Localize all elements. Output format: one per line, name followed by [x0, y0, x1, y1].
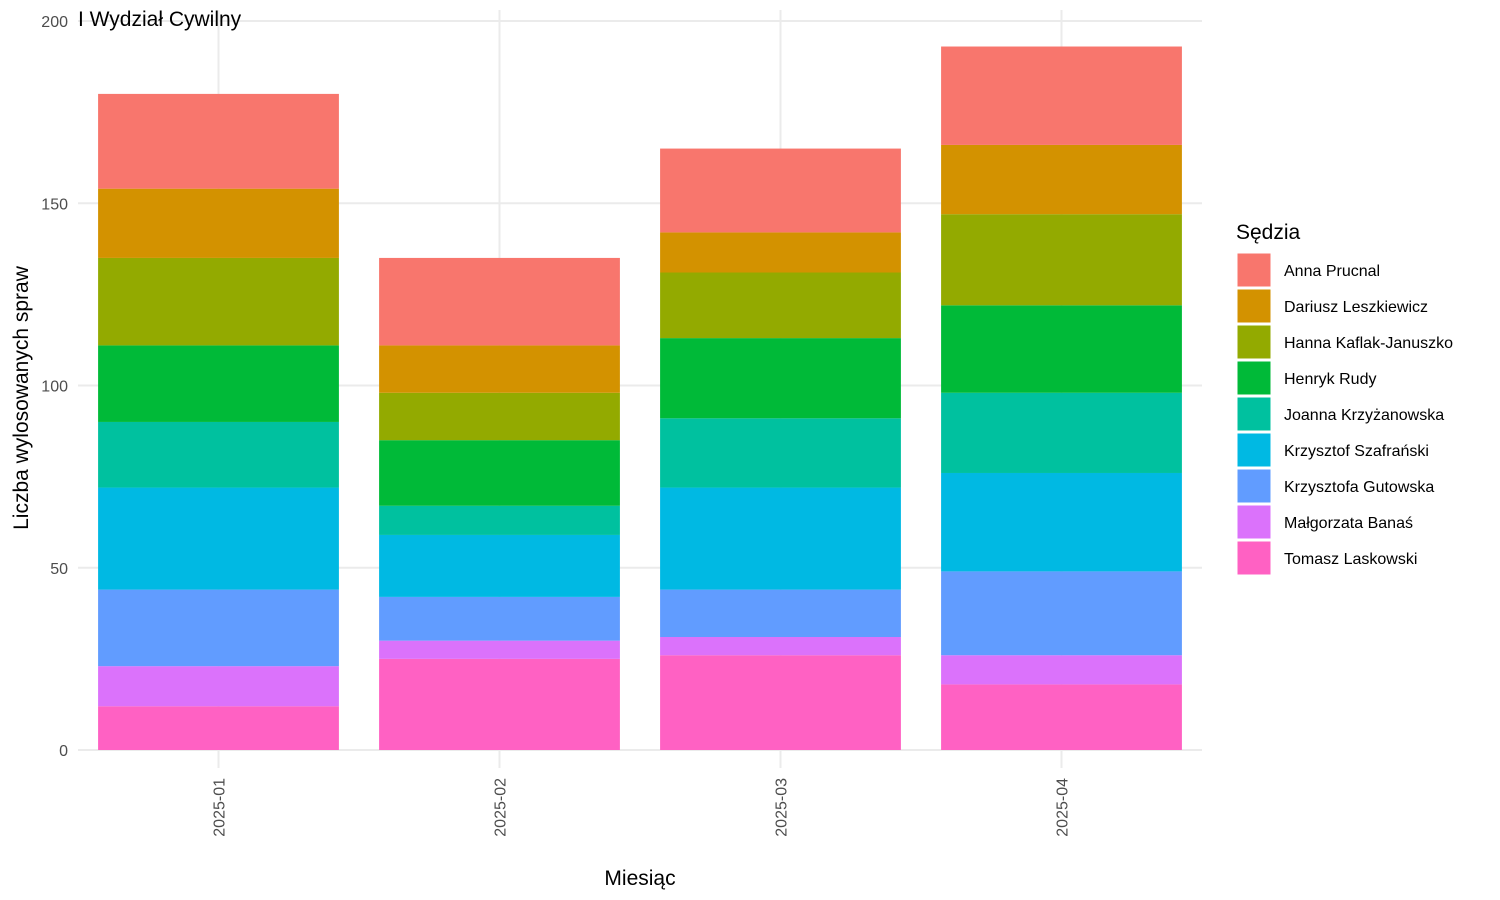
legend-swatch: [1236, 360, 1272, 396]
bar-segment: [379, 596, 620, 641]
chart-title: I Wydział Cywilny: [78, 8, 242, 31]
bar-segment: [98, 706, 339, 750]
bar-segment: [98, 93, 339, 189]
bar-segment: [379, 440, 620, 506]
legend-item: Krzysztof Szafrański: [1236, 432, 1429, 468]
legend-swatch: [1236, 504, 1272, 540]
legend-item: Małgorzata Banaś: [1236, 504, 1413, 540]
bar-segment: [941, 472, 1182, 572]
bars: [98, 46, 1182, 750]
legend-swatch: [1236, 324, 1272, 360]
bar-segment: [379, 257, 620, 346]
legend-item: Henryk Rudy: [1236, 360, 1376, 396]
bar-segment: [660, 589, 901, 638]
bar-segment: [660, 418, 901, 488]
x-tick-label: 2025-02: [493, 778, 510, 837]
legend-swatch: [1236, 396, 1272, 432]
legend-label: Hanna Kaflak-Januszko: [1284, 335, 1453, 352]
bar-segment: [660, 637, 901, 656]
y-axis-ticks: 0 50 100 150 200: [41, 14, 68, 760]
bar-segment: [379, 534, 620, 597]
legend-swatch: [1236, 468, 1272, 504]
bar-segment: [98, 345, 339, 422]
bar-segment: [379, 640, 620, 659]
x-tick-label: 2025-01: [212, 778, 229, 837]
bar-segment: [660, 655, 901, 750]
bar-segment: [379, 505, 620, 535]
legend-label: Anna Prucnal: [1284, 263, 1380, 280]
legend-swatch: [1236, 540, 1272, 576]
bar-segment: [660, 148, 901, 233]
bar-segment: [98, 487, 339, 590]
bar-segment: [941, 144, 1182, 215]
legend: Sędzia Anna Prucnal Dariusz Leszkiewicz Ha…: [1236, 221, 1453, 576]
legend-item: Hanna Kaflak-Januszko: [1236, 324, 1453, 360]
bar-segment: [660, 487, 901, 590]
bar-segment: [98, 421, 339, 488]
bar-segment: [379, 392, 620, 441]
y-axis-title: Liczba wylosowanych spraw: [10, 265, 33, 530]
legend-label: Henryk Rudy: [1284, 371, 1376, 388]
y-tick-label: 0: [59, 743, 68, 760]
bar-segment: [379, 658, 620, 750]
x-axis-title: Miesiąc: [604, 867, 675, 890]
bar-segment: [660, 232, 901, 273]
legend-label: Małgorzata Banaś: [1284, 515, 1413, 532]
legend-swatch: [1236, 432, 1272, 468]
y-tick-label: 150: [41, 196, 68, 213]
bar-segment: [941, 305, 1182, 393]
x-tick-label: 2025-04: [1055, 778, 1072, 837]
legend-item: Krzysztofa Gutowska: [1236, 468, 1434, 504]
legend-label: Krzysztofa Gutowska: [1284, 479, 1434, 496]
legend-swatch: [1236, 288, 1272, 324]
bar-segment: [660, 338, 901, 419]
legend-item: Joanna Krzyżanowska: [1236, 396, 1444, 432]
legend-item: Anna Prucnal: [1236, 252, 1380, 288]
bar-segment: [660, 272, 901, 339]
legend-item: Dariusz Leszkiewicz: [1236, 288, 1428, 324]
bar-segment: [941, 392, 1182, 473]
bar-segment: [98, 257, 339, 346]
legend-title: Sędzia: [1236, 221, 1301, 244]
legend-item: Tomasz Laskowski: [1236, 540, 1417, 576]
bar-segment: [941, 684, 1182, 750]
legend-label: Tomasz Laskowski: [1284, 551, 1417, 568]
legend-label: Dariusz Leszkiewicz: [1284, 299, 1428, 316]
bar-segment: [941, 214, 1182, 306]
legend-swatch: [1236, 252, 1272, 288]
bar-segment: [98, 666, 339, 707]
x-axis-ticks: 2025-01 2025-02 2025-03 2025-04: [212, 778, 1072, 837]
y-tick-label: 50: [50, 561, 68, 578]
legend-label: Krzysztof Szafrański: [1284, 443, 1429, 460]
bar-segment: [941, 655, 1182, 685]
x-tick-label: 2025-03: [774, 778, 791, 837]
y-tick-label: 200: [41, 14, 68, 31]
bar-segment: [941, 46, 1182, 145]
legend-label: Joanna Krzyżanowska: [1284, 407, 1444, 424]
y-tick-label: 100: [41, 379, 68, 396]
bar-segment: [379, 345, 620, 393]
bar-segment: [941, 571, 1182, 656]
bar-segment: [98, 589, 339, 667]
bar-segment: [98, 188, 339, 258]
